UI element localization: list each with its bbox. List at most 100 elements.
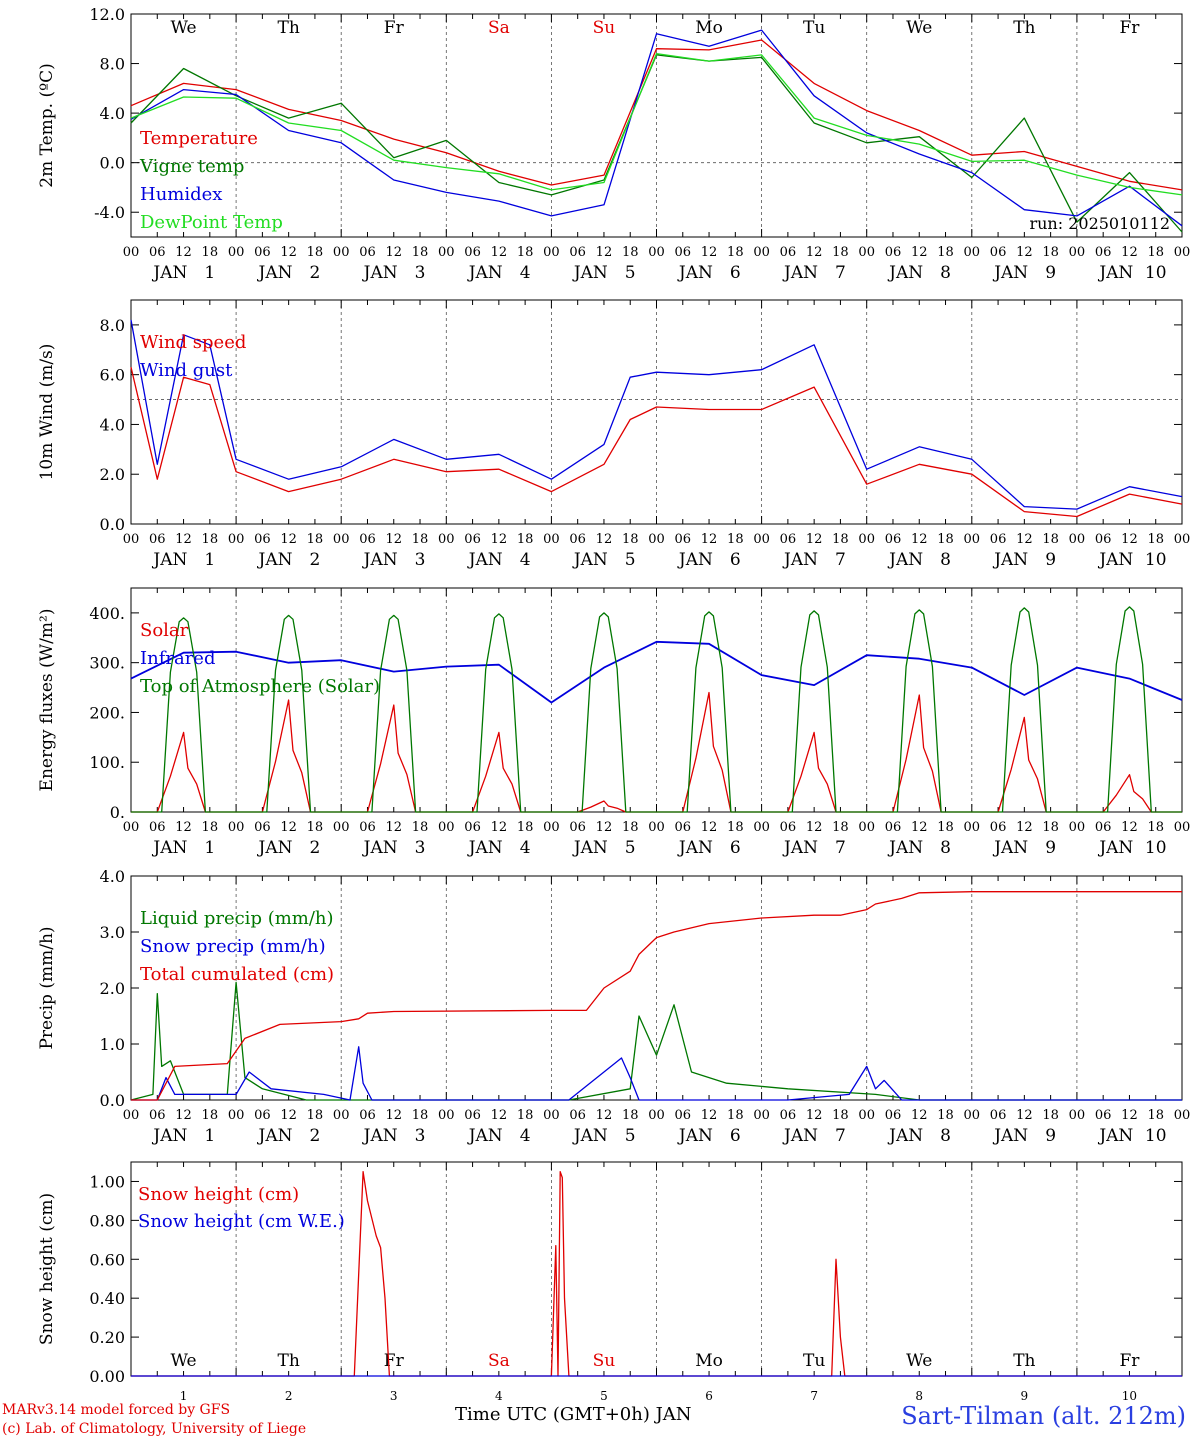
day-number-label: 5	[625, 263, 636, 283]
y-tick-label: 0.0	[100, 1091, 125, 1110]
y-tick-label: 300.	[89, 654, 125, 673]
hour-tick-label: 18	[412, 532, 429, 547]
hour-tick-label: 18	[517, 245, 534, 260]
day-number-label: 1	[204, 550, 215, 570]
y-axis-label: Energy fluxes (W/m²)	[37, 609, 57, 792]
y-tick-label: 1.00	[89, 1172, 125, 1191]
day-number-label: 10	[1122, 1389, 1137, 1403]
series-line-snow-precip-mm-h-	[131, 1046, 1182, 1101]
day-number-label: 9	[1045, 838, 1056, 858]
day-of-week-label: Tu	[803, 18, 825, 38]
day-number-label: 1	[180, 1389, 188, 1403]
hour-tick-label: 00	[858, 245, 875, 260]
day-of-week-label: Th	[1013, 1351, 1035, 1371]
hour-tick-label: 12	[911, 820, 928, 835]
hour-tick-label: 00	[648, 245, 665, 260]
y-axis-label: Precip (mm/h)	[37, 926, 57, 1049]
hour-tick-label: 06	[885, 245, 902, 260]
legend-entry: Wind speed	[140, 332, 246, 353]
day-number-label: 7	[810, 1389, 818, 1403]
hour-tick-label: 12	[280, 820, 297, 835]
day-number-label: 4	[495, 1389, 503, 1403]
hour-tick-label: 06	[780, 532, 797, 547]
series-line-top-of-atmosphere-solar-	[131, 606, 1182, 813]
hour-tick-label: 00	[1174, 1108, 1191, 1123]
series-line-dewpoint-temp	[130, 52, 1183, 196]
hour-tick-label: 00	[438, 820, 455, 835]
day-number-label: 10	[1145, 263, 1167, 283]
hour-tick-label: 00	[228, 820, 245, 835]
plot-frame-wind	[130, 299, 1183, 525]
day-number-label: 9	[1045, 550, 1056, 570]
hour-tick-label: 06	[254, 245, 271, 260]
y-tick-label: 4.0	[100, 867, 125, 886]
day-of-week-label: Su	[593, 18, 616, 38]
hour-tick-label: 12	[1121, 245, 1138, 260]
month-label: JAN	[992, 550, 1028, 570]
hour-tick-label: 00	[753, 532, 770, 547]
month-label: JAN	[677, 550, 713, 570]
hour-tick-label: 18	[727, 532, 744, 547]
legend-entry: Solar	[140, 620, 189, 641]
hour-tick-label: 00	[438, 1108, 455, 1123]
month-label: JAN	[1097, 263, 1133, 283]
hour-tick-label: 12	[596, 532, 613, 547]
month-label: JAN	[992, 838, 1028, 858]
day-number-label: 8	[940, 550, 951, 570]
hour-tick-label: 12	[385, 1108, 402, 1123]
day-of-week-label: Tu	[803, 1351, 825, 1371]
y-tick-label: 2.0	[100, 979, 125, 998]
series-line-humidex	[130, 29, 1183, 227]
day-number-label: 2	[285, 1389, 293, 1403]
series-line-total-cumulated-cm-	[131, 891, 1182, 1101]
hour-tick-label: 18	[622, 820, 639, 835]
month-label: JAN	[1097, 838, 1133, 858]
hour-tick-label: 18	[307, 245, 324, 260]
y-tick-label: 8.0	[100, 55, 125, 74]
hour-tick-label: 00	[648, 532, 665, 547]
hour-tick-label: 00	[123, 245, 140, 260]
hour-tick-label: 18	[727, 820, 744, 835]
day-of-week-label: Mo	[695, 18, 723, 38]
hour-tick-label: 06	[569, 245, 586, 260]
hour-tick-label: 12	[701, 820, 718, 835]
day-number-label: 2	[310, 263, 321, 283]
month-label: JAN	[887, 838, 923, 858]
series-line-infrared	[130, 640, 1183, 704]
y-tick-label: 0.60	[89, 1250, 125, 1269]
hour-tick-label: 18	[622, 532, 639, 547]
hour-tick-label: 00	[543, 245, 560, 260]
hour-tick-label: 00	[964, 532, 981, 547]
day-number-label: 8	[940, 1126, 951, 1146]
day-number-label: 10	[1145, 1126, 1167, 1146]
hour-tick-label: 18	[1147, 1108, 1164, 1123]
hour-tick-label: 06	[675, 245, 692, 260]
y-tick-label: 8.0	[100, 316, 125, 335]
hour-tick-label: 18	[622, 245, 639, 260]
y-axis-label: Snow height (cm)	[37, 1193, 57, 1345]
hour-tick-label: 00	[333, 532, 350, 547]
y-tick-label: 100.	[89, 753, 125, 772]
legend-entry: Vigne temp	[139, 156, 244, 177]
day-of-week-label: Su	[593, 1351, 616, 1371]
month-label: JAN	[362, 263, 398, 283]
hour-tick-label: 00	[1069, 532, 1086, 547]
y-axis-label: 2m Temp. (ºC)	[37, 63, 57, 188]
legend-entry: Humidex	[140, 184, 222, 205]
hour-tick-label: 18	[937, 245, 954, 260]
hour-tick-label: 12	[385, 532, 402, 547]
hour-tick-label: 00	[123, 1108, 140, 1123]
month-label: JAN	[992, 1126, 1028, 1146]
lab-credit: (c) Lab. of Climatology, University of L…	[2, 1421, 307, 1437]
hour-tick-label: 12	[701, 1108, 718, 1123]
hour-tick-label: 12	[1016, 245, 1033, 260]
hour-tick-label: 12	[385, 820, 402, 835]
y-tick-label: 0.	[110, 803, 125, 822]
legend-entry: Total cumulated (cm)	[140, 964, 334, 985]
hour-tick-label: 18	[937, 532, 954, 547]
month-label: JAN	[257, 550, 293, 570]
month-label: JAN	[782, 1126, 818, 1146]
hour-tick-label: 00	[753, 1108, 770, 1123]
day-number-label: 9	[1045, 263, 1056, 283]
hour-tick-label: 12	[1016, 820, 1033, 835]
